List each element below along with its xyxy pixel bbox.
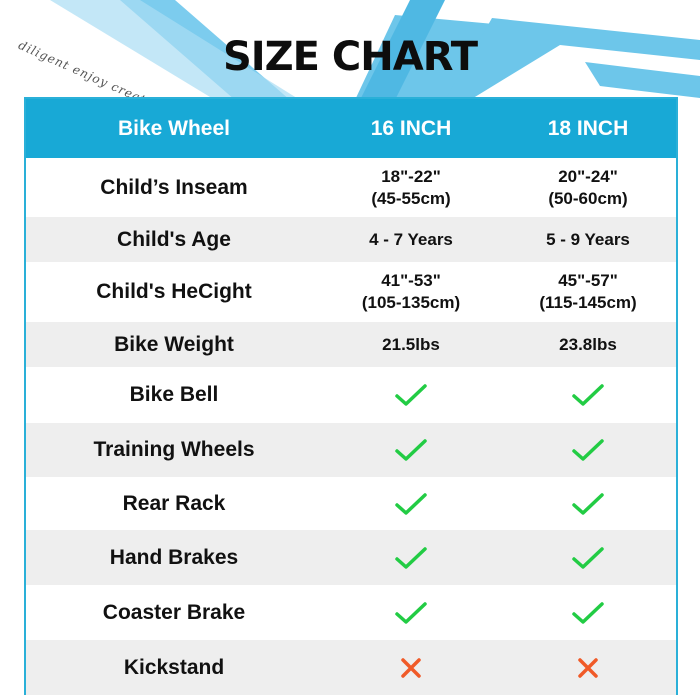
value-16-inch: 41"-53" (105-135cm) bbox=[322, 262, 500, 322]
value-18-inch: 5 - 9 Years bbox=[500, 217, 676, 262]
check-icon bbox=[395, 492, 427, 515]
table-row: Child's HeCight 41"-53" (105-135cm) 45"-57"… bbox=[26, 262, 676, 322]
value-18-inch bbox=[500, 477, 676, 530]
value-line: 41"-53" bbox=[381, 271, 441, 290]
value-line: 4 - 7 Years bbox=[369, 229, 453, 249]
value-18-inch bbox=[500, 367, 676, 423]
value-16-inch bbox=[322, 367, 500, 423]
row-label: Child’s Inseam bbox=[100, 175, 248, 199]
table-row: Hand Brakes bbox=[26, 530, 676, 585]
value-line: 18"-22" bbox=[381, 166, 441, 186]
row-label: Training Wheels bbox=[93, 438, 255, 461]
row-label: Hand Brakes bbox=[109, 545, 239, 569]
check-icon bbox=[395, 439, 427, 461]
value-line: 5 - 9 Years bbox=[546, 229, 630, 249]
value-18-inch: 45"-57" (115-145cm) bbox=[500, 262, 676, 322]
check-icon bbox=[572, 384, 604, 406]
table-row: Training Wheels bbox=[26, 423, 676, 477]
check-icon bbox=[572, 546, 604, 569]
check-icon bbox=[395, 384, 427, 406]
row-label: Rear Rack bbox=[122, 491, 226, 515]
value-18-inch bbox=[500, 423, 676, 477]
value-16-inch: 18"-22" (45-55cm) bbox=[322, 158, 500, 217]
value-line: 45"-57" bbox=[558, 271, 618, 290]
value-line: 21.5lbs bbox=[382, 334, 440, 354]
value-line: 23.8lbs bbox=[559, 334, 617, 354]
header-16-inch: 16 INCH bbox=[370, 116, 452, 140]
value-16-inch: 21.5lbs bbox=[322, 322, 500, 367]
value-18-inch: 23.8lbs bbox=[500, 322, 676, 367]
table-row: Bike Weight 21.5lbs 23.8lbs bbox=[26, 322, 676, 367]
row-label: Bike Bell bbox=[129, 383, 219, 406]
header-bike-wheel: Bike Wheel bbox=[117, 116, 231, 140]
check-icon bbox=[572, 492, 604, 515]
value-18-inch bbox=[500, 585, 676, 640]
cross-icon bbox=[578, 657, 598, 678]
check-icon bbox=[572, 439, 604, 461]
value-line: (115-145cm) bbox=[539, 293, 637, 312]
value-18-inch bbox=[500, 530, 676, 585]
check-icon bbox=[572, 601, 604, 624]
row-label: Child's HeCight bbox=[96, 280, 252, 303]
row-label: Child's Age bbox=[117, 227, 231, 251]
value-16-inch bbox=[322, 530, 500, 585]
value-16-inch bbox=[322, 585, 500, 640]
value-18-inch bbox=[500, 640, 676, 695]
value-line: (50-60cm) bbox=[548, 188, 628, 208]
value-16-inch bbox=[322, 423, 500, 477]
check-icon bbox=[395, 601, 427, 624]
row-label: Coaster Brake bbox=[102, 600, 246, 624]
value-line: 20"-24" bbox=[558, 166, 618, 186]
value-16-inch bbox=[322, 640, 500, 695]
table-row: Child's Age 4 - 7 Years 5 - 9 Years bbox=[26, 217, 676, 262]
table-row: Coaster Brake bbox=[26, 585, 676, 640]
table-row: Rear Rack bbox=[26, 477, 676, 530]
value-18-inch: 20"-24" (50-60cm) bbox=[500, 158, 676, 217]
decorative-banner-stripes bbox=[50, 0, 700, 100]
page-title: SIZE CHART bbox=[222, 34, 478, 80]
size-chart-table: Bike Wheel 16 INCH 18 INCH Child’s Insea… bbox=[24, 97, 678, 695]
table-row: Bike Bell bbox=[26, 367, 676, 423]
table-header-row: Bike Wheel 16 INCH 18 INCH bbox=[26, 99, 676, 158]
cross-icon bbox=[401, 657, 421, 678]
value-16-inch bbox=[322, 477, 500, 530]
value-line: (105-135cm) bbox=[361, 293, 461, 312]
table-row: Kickstand bbox=[26, 640, 676, 695]
check-icon bbox=[395, 546, 427, 569]
row-label: Bike Weight bbox=[114, 332, 234, 356]
table-row: Child’s Inseam 18"-22" (45-55cm) 20"-24" (50… bbox=[26, 158, 676, 217]
header-18-inch: 18 INCH bbox=[547, 116, 629, 140]
value-16-inch: 4 - 7 Years bbox=[322, 217, 500, 262]
value-line: (45-55cm) bbox=[371, 188, 451, 208]
row-label: Kickstand bbox=[123, 655, 225, 679]
